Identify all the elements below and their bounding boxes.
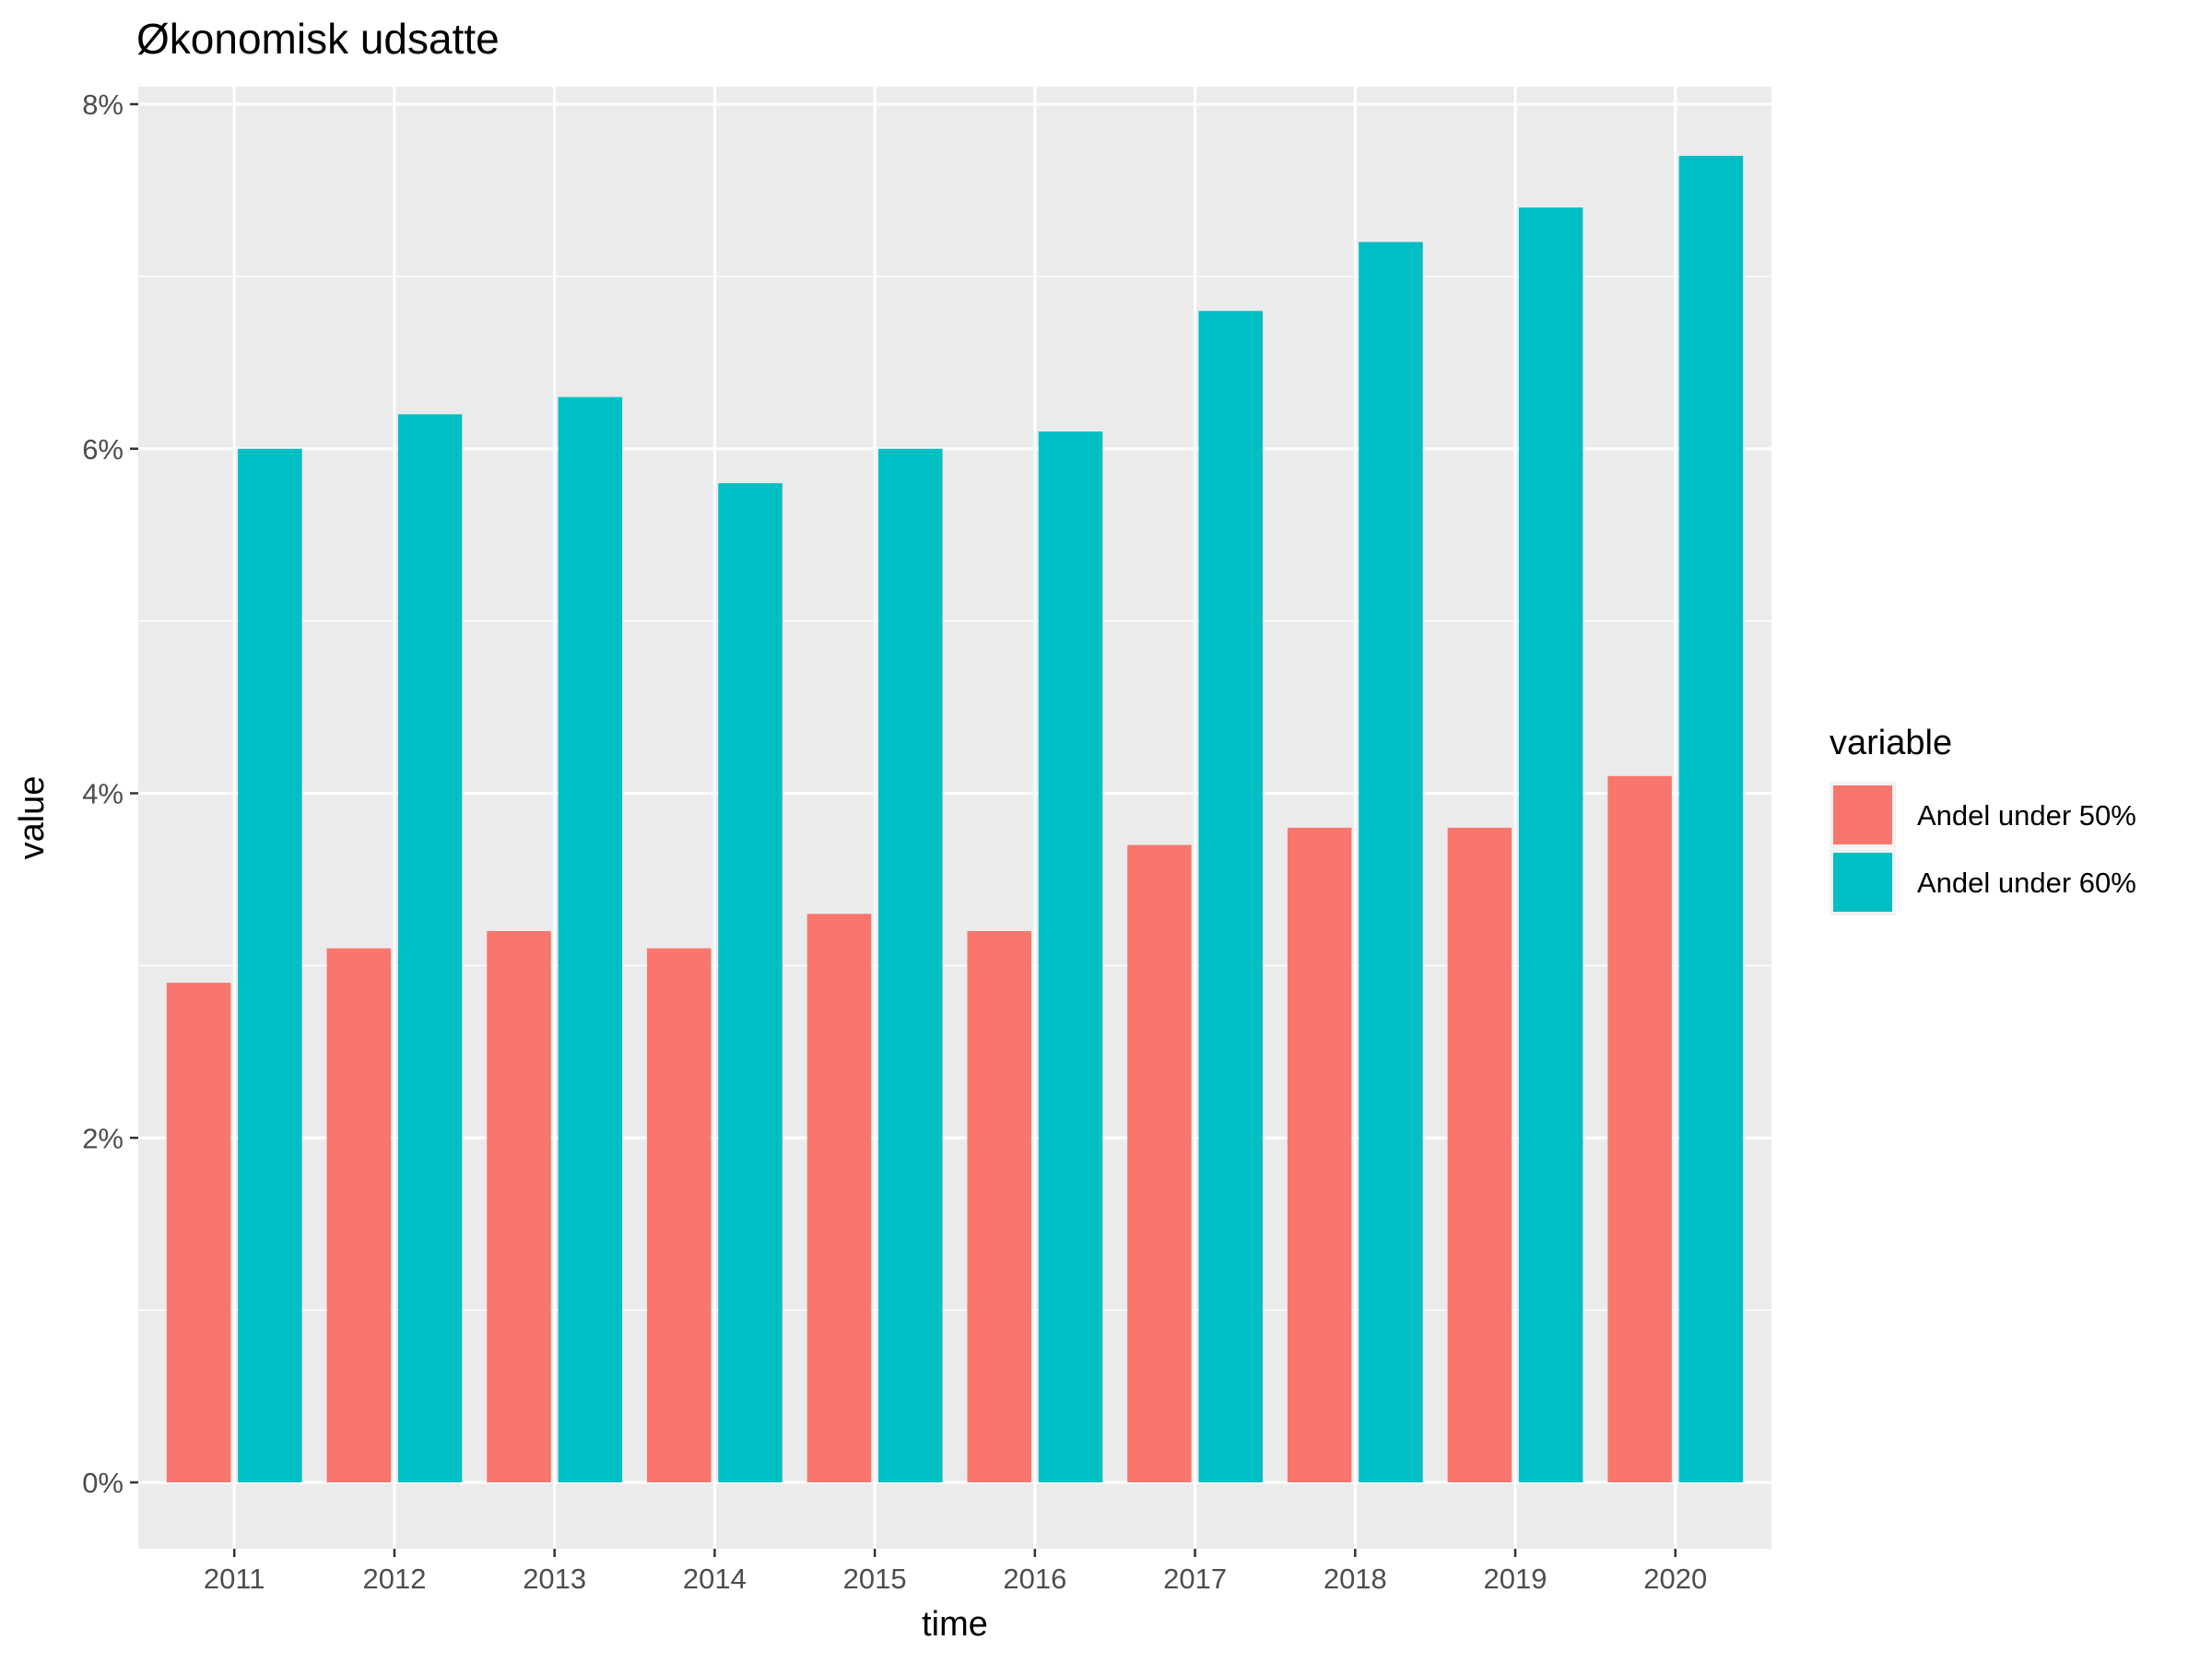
x-tick-label: 2020 [1643, 1563, 1707, 1595]
bar-2019-series-2 [1518, 207, 1583, 1482]
bar-2016-series-2 [1038, 431, 1103, 1482]
x-axis: 2011 2012 2013 2014 2015 2016 2017 2018 2019 2020 [204, 1549, 1707, 1595]
x-tick-label: 2017 [1163, 1563, 1227, 1595]
y-axis-label: value [13, 776, 52, 860]
legend-title: variable [1830, 724, 1952, 762]
legend-label: Andel under 60% [1917, 867, 2136, 899]
y-tick-label: 0% [82, 1467, 124, 1499]
legend-label: Andel under 50% [1917, 799, 2136, 832]
bar-2011-series-2 [238, 448, 302, 1482]
y-tick-label: 8% [82, 89, 124, 121]
bar-2011-series-1 [166, 983, 231, 1482]
chart-title: Økonomisk udsatte [136, 15, 500, 63]
x-axis-label: time [922, 1605, 988, 1644]
y-tick-label: 4% [82, 778, 124, 810]
y-tick-label: 2% [82, 1122, 124, 1154]
bar-2013-series-1 [487, 931, 551, 1482]
x-tick-label: 2015 [843, 1563, 907, 1595]
bar-2012-series-2 [397, 414, 463, 1482]
bar-2017-series-1 [1127, 844, 1192, 1482]
bar-2014-series-1 [647, 948, 712, 1482]
legend-swatch [1833, 853, 1892, 912]
y-tick-label: 6% [82, 433, 124, 466]
bar-2018-series-1 [1287, 827, 1352, 1482]
bar-2012-series-1 [326, 948, 392, 1482]
x-tick-label: 2011 [204, 1563, 265, 1595]
legend-swatch [1833, 785, 1892, 844]
x-tick-label: 2014 [683, 1563, 747, 1595]
legend: variable Andel under 50% Andel under 60% [1830, 724, 2136, 915]
x-tick-label: 2016 [1003, 1563, 1066, 1595]
bars [166, 156, 1744, 1482]
y-axis: 0% 2% 4% 6% 8% [82, 89, 138, 1499]
bar-2020-series-1 [1607, 775, 1672, 1482]
bar-2018-series-2 [1359, 242, 1423, 1482]
x-tick-label: 2013 [523, 1563, 586, 1595]
bar-2019-series-1 [1447, 827, 1512, 1482]
x-tick-label: 2018 [1324, 1563, 1387, 1595]
x-tick-label: 2019 [1484, 1563, 1547, 1595]
bar-2015-series-1 [806, 914, 872, 1482]
bar-2015-series-2 [878, 448, 943, 1482]
bar-2013-series-2 [558, 396, 623, 1482]
bar-2020-series-2 [1678, 156, 1744, 1482]
bar-2016-series-1 [967, 931, 1031, 1482]
x-tick-label: 2012 [362, 1563, 426, 1595]
bar-2014-series-2 [718, 483, 782, 1482]
bar-2017-series-2 [1198, 311, 1263, 1482]
